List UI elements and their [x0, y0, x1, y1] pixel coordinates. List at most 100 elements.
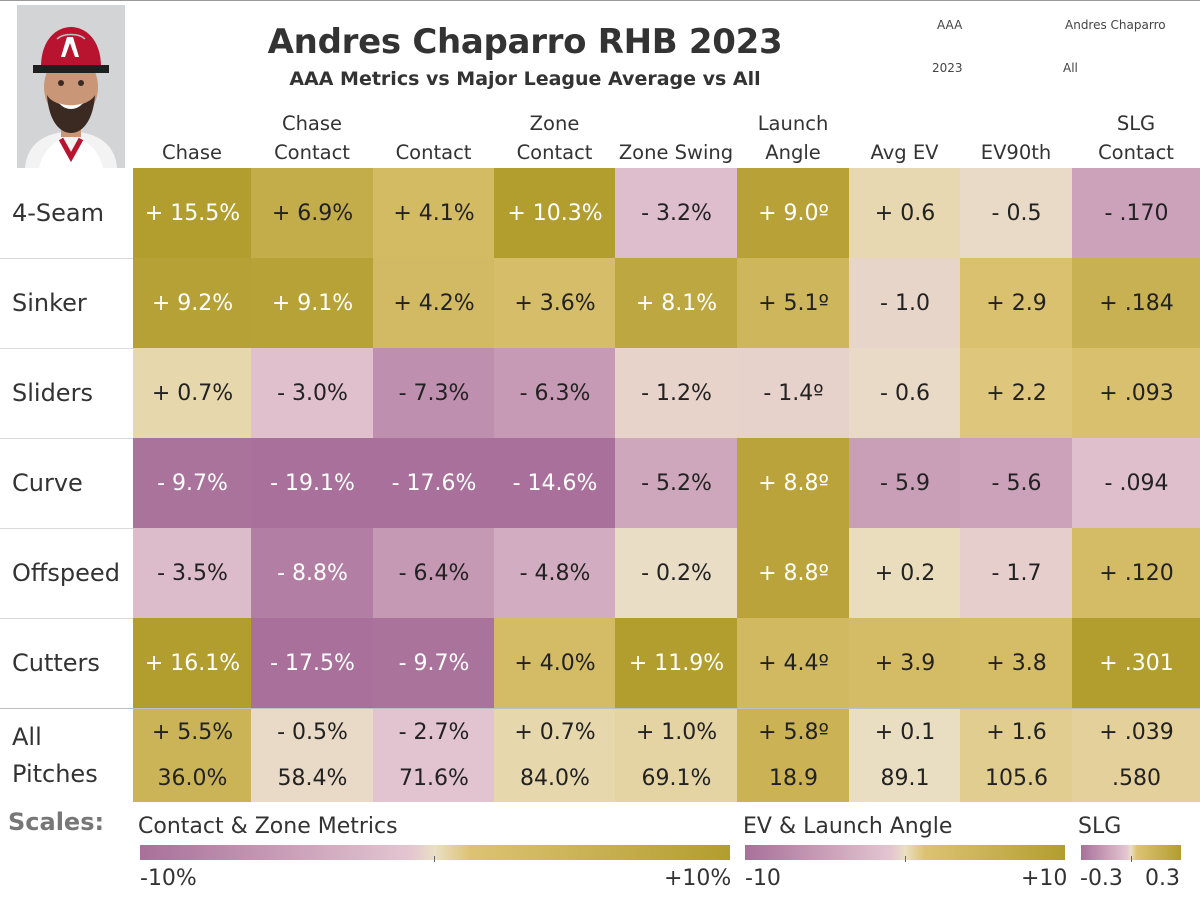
column-header: Chase — [133, 112, 251, 167]
legend-bar-contact-zone — [140, 845, 730, 860]
cell-value-label: - 1.4º — [763, 381, 824, 406]
legend-midpoint-contact-zone — [434, 856, 435, 862]
heatmap-cell-all-pitches: + 1.0% 69.1% — [615, 709, 738, 802]
cell-value-label: + 0.7% — [151, 381, 234, 406]
cell-value-label: + 4.2% — [393, 291, 475, 316]
player-photo — [17, 5, 125, 168]
cell-value-label: - 19.1% — [270, 471, 355, 496]
heatmap-cell: - 0.6 — [849, 348, 961, 439]
legend-min-contact-zone: -10% — [140, 866, 197, 891]
heatmap-cell: + 4.0% — [494, 618, 616, 709]
legend-bar-slg — [1081, 845, 1181, 860]
cell-absolute-label: .580 — [1112, 766, 1161, 791]
cell-diff-label: + 5.8º — [758, 720, 829, 745]
cell-value-label: - 17.5% — [270, 651, 355, 676]
heatmap-cell: - 1.4º — [737, 348, 850, 439]
heatmap-cell: - 14.6% — [494, 438, 616, 529]
heatmap-cell: + 6.9% — [251, 168, 374, 259]
heatmap-cell: - 1.2% — [615, 348, 738, 439]
heatmap-cell: - 5.2% — [615, 438, 738, 529]
cell-diff-label: + 0.1 — [874, 720, 936, 745]
row-label: Sinker — [12, 289, 87, 317]
legend-midpoint-ev-la — [905, 856, 906, 862]
column-header-line: Contact — [395, 141, 472, 164]
cell-value-label: - 5.6 — [991, 471, 1042, 496]
cell-diff-label: + 5.5% — [151, 720, 234, 745]
heatmap-cell-all-pitches: + 5.8º 18.9 — [737, 709, 850, 802]
heatmap-cell: + 2.9 — [960, 258, 1073, 349]
row-divider — [0, 348, 133, 349]
cell-absolute-label: 89.1 — [880, 766, 930, 791]
heatmap-cell-all-pitches: + 0.7% 84.0% — [494, 709, 616, 802]
heatmap-cell: + 9.1% — [251, 258, 374, 349]
row-label: Cutters — [12, 649, 100, 677]
cell-value-label: + 3.9 — [874, 651, 936, 676]
heatmap-cell: - 8.8% — [251, 528, 374, 619]
cell-value-label: - 5.9 — [880, 471, 930, 496]
heatmap-cell: + 2.2 — [960, 348, 1073, 439]
row-divider — [0, 438, 133, 439]
cell-diff-label: - 0.5% — [277, 720, 348, 745]
cell-value-label: + .093 — [1099, 381, 1174, 406]
heatmap-cell: + 0.7% — [133, 348, 252, 439]
column-header: Zone Swing — [615, 112, 737, 167]
heatmap-cell: + 3.8 — [960, 618, 1073, 709]
column-header-line: Contact — [274, 141, 350, 164]
player-headshot-image — [17, 5, 125, 168]
column-header-line: Contact — [1098, 141, 1174, 164]
cell-value-label: - 6.3% — [519, 381, 591, 406]
heatmap-cell: + 8.1% — [615, 258, 738, 349]
column-header-line: Zone — [529, 112, 580, 135]
row-label: Curve — [12, 469, 83, 497]
filter-player[interactable]: Andres Chaparro — [1065, 18, 1166, 32]
heatmap-cell: - 5.9 — [849, 438, 961, 529]
legend-title-ev-la: EV & Launch Angle — [743, 814, 953, 839]
heatmap-cell: - .170 — [1072, 168, 1200, 259]
heatmap-cell: - 3.5% — [133, 528, 252, 619]
column-header-line: EV90th — [980, 141, 1052, 164]
column-header: SLG Contact — [1072, 112, 1200, 167]
cell-value-label: + 9.1% — [271, 291, 354, 316]
cell-value-label: - 14.6% — [512, 471, 598, 496]
heatmap-cell: + 4.4º — [737, 618, 850, 709]
cell-value-label: + .120 — [1099, 561, 1174, 586]
filter-level[interactable]: AAA — [937, 18, 963, 32]
heatmap-cell: - 1.0 — [849, 258, 961, 349]
row-divider — [0, 528, 133, 529]
cell-value-label: + 9.2% — [151, 291, 234, 316]
heatmap-cell: + 5.1º — [737, 258, 850, 349]
cell-value-label: - 0.2% — [641, 561, 712, 586]
filter-scope[interactable]: All — [1063, 61, 1078, 75]
heatmap-cell: - 6.4% — [373, 528, 495, 619]
cell-value-label: - 3.2% — [641, 201, 712, 226]
legend-min-slg: -0.3 — [1080, 866, 1123, 891]
row-label: Sliders — [12, 379, 93, 407]
cell-absolute-label: 58.4% — [277, 766, 348, 791]
heatmap-cell-all-pitches: - 0.5% 58.4% — [251, 709, 374, 802]
heatmap-cell: + 8.8º — [737, 438, 850, 529]
cell-value-label: + .184 — [1099, 291, 1174, 316]
column-header: Avg EV — [849, 112, 960, 167]
filter-year[interactable]: 2023 — [932, 61, 963, 75]
cell-value-label: + 15.5% — [144, 201, 241, 226]
cell-value-label: - .170 — [1104, 201, 1169, 226]
cell-value-label: + 4.4º — [758, 651, 829, 676]
heatmap-cell: + 16.1% — [133, 618, 252, 709]
cell-value-label: - 1.2% — [641, 381, 712, 406]
cell-absolute-label: 18.9 — [769, 766, 818, 791]
cell-value-label: - 0.5 — [991, 201, 1042, 226]
heatmap-cell: - 9.7% — [373, 618, 495, 709]
heatmap-cell: + .301 — [1072, 618, 1200, 709]
cell-value-label: - 1.0 — [880, 291, 930, 316]
column-header-line: Chase — [161, 141, 223, 164]
heatmap-cell: + 10.3% — [494, 168, 616, 259]
legend-midpoint-slg — [1131, 856, 1132, 862]
column-header: Launch Angle — [737, 112, 849, 167]
heatmap-cell: - 4.8% — [494, 528, 616, 619]
cell-value-label: - 4.8% — [519, 561, 591, 586]
column-header-label: EV90th — [981, 138, 1051, 167]
cell-value-label: + 3.6% — [514, 291, 596, 316]
heatmap-cell: - .094 — [1072, 438, 1200, 529]
column-header-line: SLG — [1116, 112, 1156, 135]
cell-value-label: + 4.1% — [393, 201, 475, 226]
